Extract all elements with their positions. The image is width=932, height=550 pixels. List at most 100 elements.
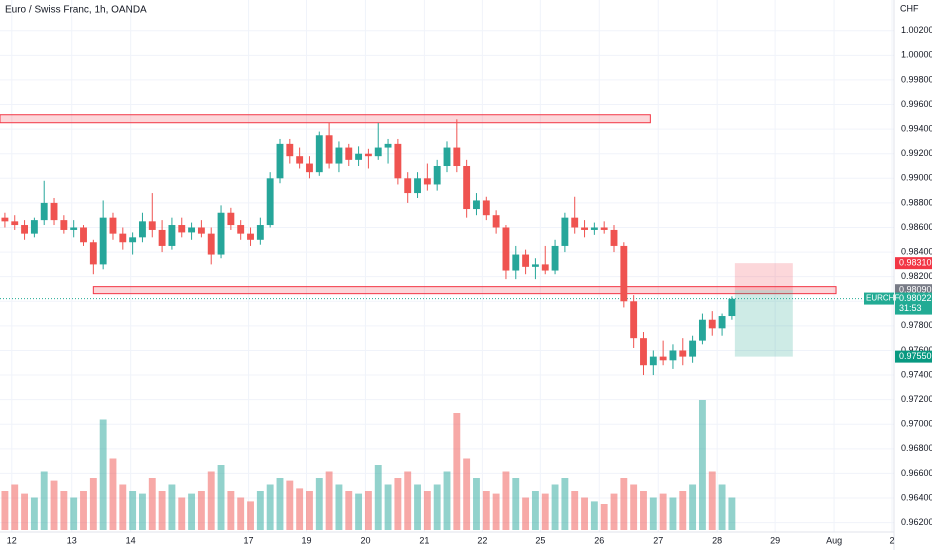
y-tick-label: 0.97200	[901, 394, 932, 404]
candle-body	[512, 254, 520, 271]
candle-body	[296, 156, 304, 164]
volume-bar	[482, 491, 490, 530]
volume-bar	[679, 491, 687, 530]
y-tick-label: 0.99400	[901, 123, 932, 133]
x-tick-label: 26	[594, 535, 604, 545]
volume-bar	[708, 471, 716, 530]
x-tick-label: 25	[535, 535, 545, 545]
volume-bar	[345, 491, 353, 530]
price-tag	[895, 292, 932, 315]
volume-bar	[649, 497, 657, 530]
x-tick-label: 19	[302, 535, 312, 545]
y-tick-label: 0.96800	[901, 443, 932, 453]
candle-body	[679, 350, 687, 357]
volume-bar	[718, 484, 726, 530]
volume-bar	[374, 465, 382, 530]
price-tag	[895, 350, 932, 363]
x-tick-label: 22	[477, 535, 487, 545]
volume-bar	[148, 478, 156, 530]
x-tick-label: 29	[770, 535, 780, 545]
candle-body	[40, 202, 48, 221]
volume-bar	[689, 484, 697, 530]
volume-bar	[158, 491, 166, 530]
candle-body	[492, 215, 500, 228]
candle-body	[89, 242, 97, 265]
candle-body	[571, 217, 579, 228]
volume-bar	[109, 458, 117, 530]
x-tick-label: Aug	[826, 535, 842, 545]
x-tick-label: 12	[7, 535, 17, 545]
candle-body	[306, 163, 313, 173]
price-tag-label: 0.97550	[899, 351, 932, 361]
target-area	[734, 290, 793, 357]
y-tick-label: 0.97400	[901, 369, 932, 379]
volume-bar	[217, 465, 225, 530]
volume-bar	[443, 471, 451, 530]
y-tick-label: 1.00200	[901, 25, 932, 35]
candle-body	[364, 153, 372, 157]
volume-bar	[600, 504, 608, 530]
volume-bar	[188, 493, 196, 530]
candle-body	[345, 147, 353, 160]
candle-body	[649, 356, 657, 366]
volume-bar	[571, 491, 579, 530]
x-tick-label: 17	[244, 535, 254, 545]
volume-bar	[590, 501, 598, 530]
candle-body	[463, 166, 471, 210]
candle-body	[581, 227, 588, 230]
candle-body	[256, 225, 264, 240]
volume-bar	[522, 497, 530, 530]
candle-body	[414, 178, 421, 194]
candle-body	[11, 221, 19, 226]
candle-body	[21, 225, 28, 234]
volume-bar	[11, 484, 19, 530]
resistance-zone	[92, 286, 837, 295]
candle-body	[689, 340, 697, 357]
y-tick-label: 0.99000	[901, 173, 932, 183]
candle-body	[443, 147, 451, 167]
volume-bar	[364, 491, 372, 530]
candle-body	[698, 319, 706, 341]
candle-body	[384, 143, 392, 148]
volume-bar	[325, 471, 333, 530]
candle-body	[404, 178, 412, 194]
candle-body	[522, 254, 530, 267]
volume-bar	[414, 484, 421, 530]
volume-bar	[502, 471, 510, 530]
candle-body	[630, 301, 638, 339]
volume-bar	[30, 497, 38, 530]
candle-body	[335, 147, 343, 164]
volume-bar	[512, 478, 520, 530]
candle-body	[80, 227, 87, 243]
volume-bar	[433, 484, 441, 530]
volume-bar	[296, 488, 304, 530]
currency-label: CHF	[900, 3, 919, 13]
y-tick-label: 0.98400	[901, 246, 932, 256]
candle-body	[423, 178, 431, 185]
price-tag	[895, 257, 932, 270]
y-tick-label: 0.99200	[901, 148, 932, 158]
volume-bar	[21, 493, 28, 530]
candle-body	[541, 264, 549, 271]
candle-body	[129, 237, 137, 243]
candle-body	[502, 227, 510, 271]
candle-body	[217, 212, 225, 255]
volume-bar	[315, 478, 323, 530]
candle-body	[355, 153, 363, 160]
volume-bar	[99, 419, 107, 530]
volume-bar	[610, 493, 618, 530]
volume-bar	[630, 484, 638, 530]
candle-body	[590, 227, 598, 230]
candle-body	[473, 200, 480, 210]
y-tick-label: 0.97000	[901, 419, 932, 429]
candle-body	[325, 135, 333, 164]
volume-bar	[139, 493, 146, 530]
candle-body	[188, 227, 196, 233]
y-tick-label: 0.98200	[901, 271, 932, 281]
volume-bar	[531, 491, 539, 530]
volume-bar	[384, 484, 392, 530]
volume-bar	[394, 478, 402, 530]
candle-body	[600, 227, 608, 230]
